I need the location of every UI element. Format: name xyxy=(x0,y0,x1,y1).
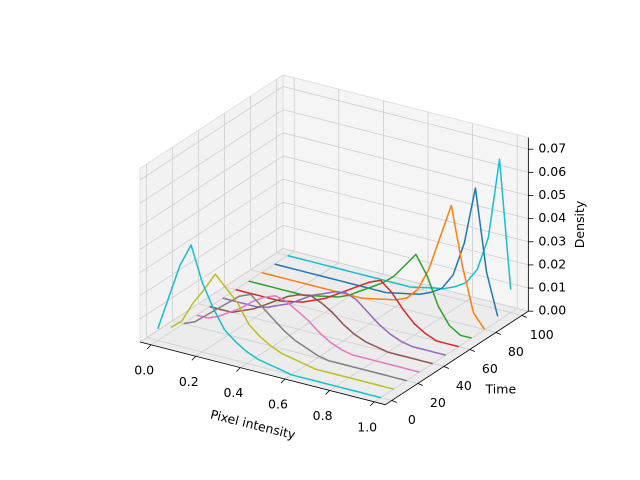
tick-mark xyxy=(369,401,375,407)
x-tick-label: 0.2 xyxy=(179,374,199,389)
grid-line xyxy=(139,132,284,227)
grid-line xyxy=(282,132,529,196)
grid-line xyxy=(282,86,529,150)
x-tick-label: 1.0 xyxy=(357,419,377,434)
y-tick-label: 0 xyxy=(408,412,416,427)
grid-line xyxy=(139,225,284,320)
y-axis-label: Time xyxy=(485,381,517,396)
z-tick-label: 0.05 xyxy=(538,187,566,202)
y-tick-label: 40 xyxy=(456,378,472,393)
density-line xyxy=(235,279,459,348)
x-axis-label: Pixel intensity xyxy=(209,407,298,443)
tick-mark xyxy=(236,367,241,372)
density-line xyxy=(156,244,381,399)
y-tick-label: 100 xyxy=(530,327,554,342)
grid-line xyxy=(195,262,340,357)
z-tick-label: 0.02 xyxy=(538,256,566,271)
density-line xyxy=(170,273,394,390)
x-tick-label: 0.6 xyxy=(268,397,288,412)
x-tick-label: 0.8 xyxy=(313,408,333,423)
tick-mark xyxy=(443,366,449,369)
lines xyxy=(156,158,512,399)
density-line xyxy=(287,158,512,290)
z-tick-label: 0.01 xyxy=(538,280,566,295)
axis-line xyxy=(385,310,529,406)
grid-line xyxy=(282,248,529,312)
grid-line xyxy=(139,178,284,273)
grid-line xyxy=(282,155,529,220)
grid-line xyxy=(282,109,529,173)
z-tick-label: 0.06 xyxy=(538,164,566,179)
z-tick-label: 0.07 xyxy=(538,141,566,156)
tick-mark xyxy=(146,344,152,350)
tick-mark xyxy=(417,383,423,386)
y-tick-label: 80 xyxy=(508,344,524,359)
grid-line xyxy=(139,109,284,204)
grid-line xyxy=(139,86,284,181)
tick-mark xyxy=(191,355,197,361)
z-tick-label: 0.03 xyxy=(538,233,566,248)
density-line xyxy=(196,294,420,373)
tick-mark xyxy=(391,400,397,403)
y-tick-label: 20 xyxy=(430,395,446,410)
density-line xyxy=(248,253,472,339)
y-tick-label: 60 xyxy=(482,361,498,376)
grid-line xyxy=(329,296,473,391)
grid-line xyxy=(282,178,529,243)
grid-line xyxy=(139,155,284,250)
axis-line xyxy=(139,341,386,406)
grid-line xyxy=(139,201,284,297)
density-line xyxy=(261,204,486,331)
tick-mark xyxy=(280,378,286,384)
density-line xyxy=(209,293,433,365)
grid-line xyxy=(284,285,429,380)
tick-mark xyxy=(325,390,330,395)
tick-mark xyxy=(469,349,475,352)
x-tick-label: 0.4 xyxy=(223,385,243,400)
z-tick-label: 0.04 xyxy=(538,210,566,225)
x-tick-label: 0.0 xyxy=(134,362,154,377)
grid-line xyxy=(240,273,384,368)
density-line xyxy=(183,293,407,382)
z-tick-label: 0.00 xyxy=(538,303,566,318)
tick-mark xyxy=(521,315,527,318)
z-axis-label: Density xyxy=(572,200,587,248)
grid-line xyxy=(139,248,284,343)
grid-line xyxy=(282,201,529,266)
tick-mark xyxy=(495,332,501,335)
